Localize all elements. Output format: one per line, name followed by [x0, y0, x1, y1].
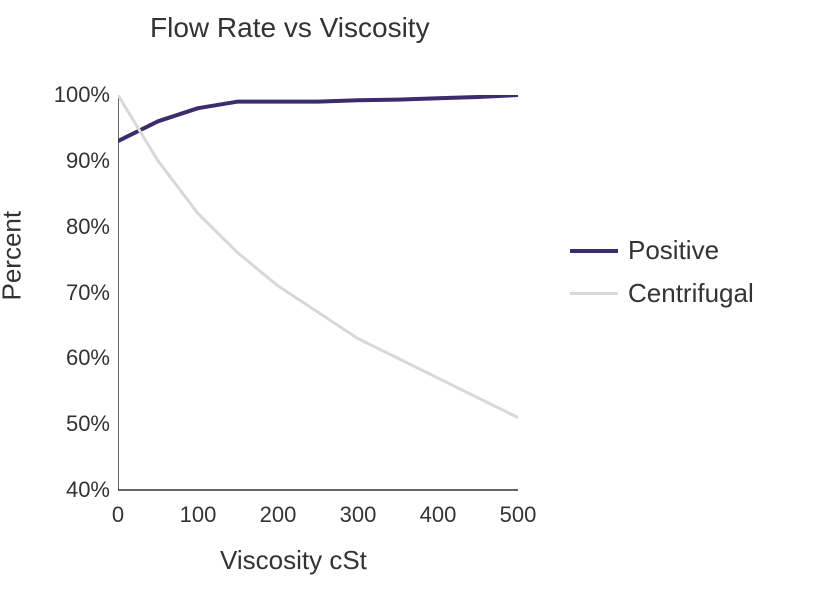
y-tick-label: 90% [50, 148, 110, 174]
legend-item: Positive [570, 235, 754, 266]
series-line-positive [118, 95, 518, 141]
x-tick-label: 0 [112, 502, 124, 528]
legend: Positive Centrifugal [570, 235, 754, 321]
y-tick-label: 60% [50, 345, 110, 371]
x-tick-label: 500 [500, 502, 537, 528]
y-axis-label: Percent [0, 211, 28, 301]
x-tick-label: 300 [340, 502, 377, 528]
series-line-centrifugal [118, 95, 518, 418]
chart-title: Flow Rate vs Viscosity [150, 12, 430, 44]
x-tick-label: 400 [420, 502, 457, 528]
x-axis-label: Viscosity cSt [220, 545, 367, 576]
y-tick-label: 100% [50, 82, 110, 108]
chart-container: Flow Rate vs Viscosity Percent Viscosity… [0, 0, 840, 614]
y-tick-label: 80% [50, 214, 110, 240]
legend-swatch [570, 249, 618, 253]
y-tick-label: 40% [50, 477, 110, 503]
legend-item: Centrifugal [570, 278, 754, 309]
x-tick-label: 200 [260, 502, 297, 528]
y-tick-label: 50% [50, 411, 110, 437]
legend-label: Centrifugal [628, 278, 754, 309]
data-lines [118, 95, 518, 418]
y-tick-label: 70% [50, 280, 110, 306]
axes [118, 95, 518, 490]
legend-label: Positive [628, 235, 719, 266]
chart-plot [118, 95, 518, 495]
x-tick-label: 100 [180, 502, 217, 528]
legend-swatch [570, 292, 618, 295]
